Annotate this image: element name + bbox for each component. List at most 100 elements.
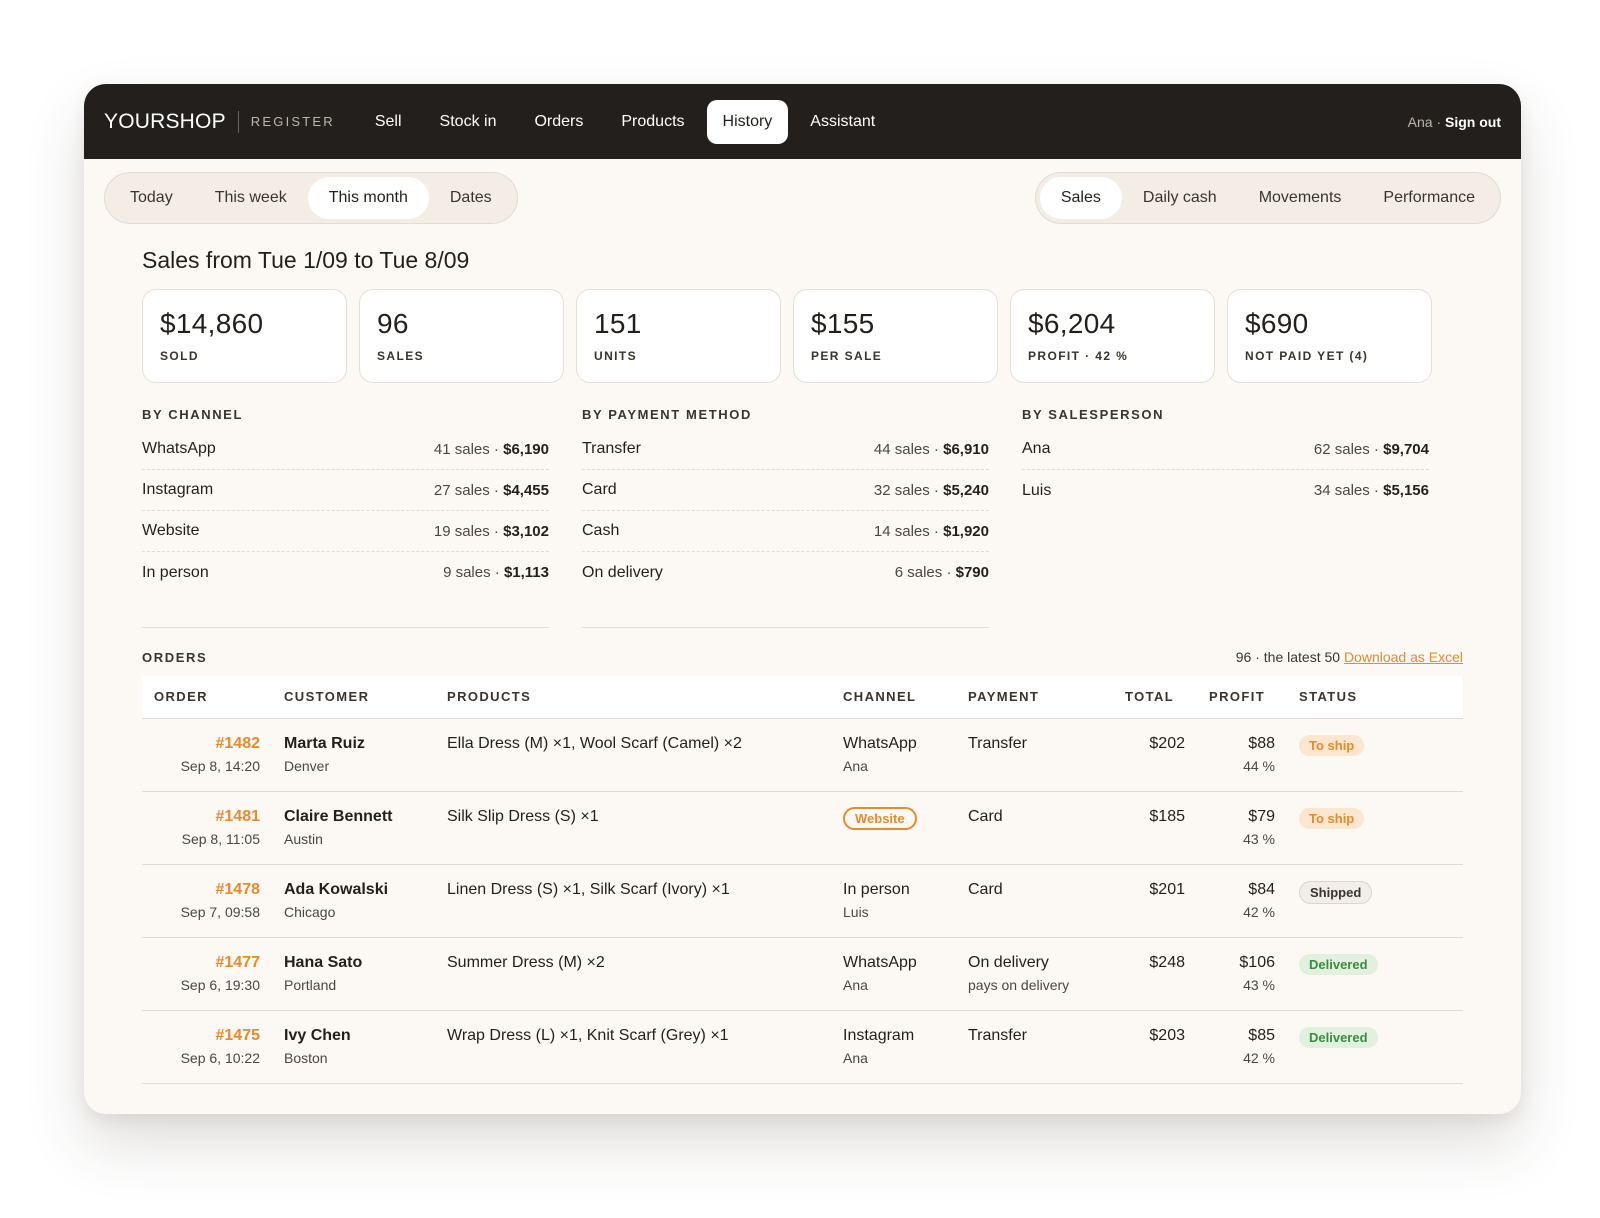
products-cell: Ella Dress (M) ×1, Wool Scarf (Camel) ×2 xyxy=(435,718,831,792)
profit-cell: $88 44 % xyxy=(1197,718,1287,792)
item-name: WhatsApp xyxy=(142,440,216,457)
card-sales: 96 SALES xyxy=(359,289,564,383)
period-dates[interactable]: Dates xyxy=(449,189,492,206)
col-total[interactable]: TOTAL xyxy=(1113,676,1197,719)
list-item: Cash 14 sales · $1,920 xyxy=(582,511,989,552)
table-row[interactable]: #1482 Sep 8, 14:20 Marta Ruiz Denver Ell… xyxy=(142,718,1463,792)
list-item: Ana 62 sales · $9,704 xyxy=(1022,429,1429,470)
list-item: Website 19 sales · $3,102 xyxy=(142,511,549,552)
download-excel-link[interactable]: Download as Excel xyxy=(1343,649,1463,665)
payment-cell: Transfer xyxy=(956,718,1113,792)
status-cell: Shipped xyxy=(1287,864,1463,938)
payment-note: pays on delivery xyxy=(968,976,1070,993)
item-name: Website xyxy=(142,522,200,539)
item-value: 34 sales · $5,156 xyxy=(1314,482,1429,499)
item-value: 6 sales · $790 xyxy=(895,564,989,581)
card-label: NOT PAID YET (4) xyxy=(1245,349,1369,363)
view-daily-cash[interactable]: Daily cash xyxy=(1142,189,1217,206)
payment-cell: Card xyxy=(956,791,1113,865)
total-cell: $185 xyxy=(1113,791,1197,865)
breakdown-title: BY SALESPERSON xyxy=(1022,407,1165,422)
channel-name: WhatsApp xyxy=(843,734,917,752)
profit-amount: $106 xyxy=(1239,953,1275,971)
customer-name: Hana Sato xyxy=(284,953,363,971)
status-badge: Shipped xyxy=(1299,880,1373,904)
item-count: 6 sales · xyxy=(894,564,952,581)
main-nav: Sell Stock in Orders Products History As… xyxy=(359,99,891,144)
nav-history[interactable]: History xyxy=(706,99,789,144)
nav-stock-in[interactable]: Stock in xyxy=(439,112,497,130)
item-amount: $6,190 xyxy=(503,440,549,458)
order-number-link[interactable]: #1475 xyxy=(215,1026,261,1044)
profit-margin: 44 % xyxy=(1243,757,1275,774)
customer-cell: Marta Ruiz Denver xyxy=(272,718,435,792)
customer-city: Denver xyxy=(284,757,330,774)
period-selector: Today This week This month Dates xyxy=(104,172,518,224)
item-count: 32 sales · xyxy=(873,481,939,499)
breakdowns: BY CHANNEL WhatsApp 41 sales · $6,190 In… xyxy=(142,407,1463,628)
period-this-month[interactable]: This month xyxy=(307,177,429,219)
customer-name: Marta Ruiz xyxy=(284,734,365,752)
orders-table: ORDER CUSTOMER PRODUCTS CHANNEL PAYMENT … xyxy=(142,676,1463,1084)
breakdown-title: BY CHANNEL xyxy=(142,407,243,422)
breakdown-by-salesperson: BY SALESPERSON Ana 62 sales · $9,704 Lui… xyxy=(1022,407,1429,628)
nav-assistant[interactable]: Assistant xyxy=(810,112,876,130)
customer-cell: Hana Sato Portland xyxy=(272,937,435,1011)
col-products[interactable]: PRODUCTS xyxy=(435,676,831,719)
period-this-week[interactable]: This week xyxy=(214,189,287,206)
nav-orders[interactable]: Orders xyxy=(534,112,584,130)
brand-logo[interactable]: YOURSHOP xyxy=(104,109,226,133)
table-row[interactable]: #1478 Sep 7, 09:58 Ada Kowalski Chicago … xyxy=(142,864,1463,938)
item-name: On delivery xyxy=(582,563,663,581)
col-channel[interactable]: CHANNEL xyxy=(831,676,956,719)
view-sales[interactable]: Sales xyxy=(1039,177,1122,219)
app-window: YOURSHOP REGISTER Sell Stock in Orders P… xyxy=(84,84,1521,1114)
item-amount: $1,113 xyxy=(503,564,549,581)
channel-cell: WhatsApp Ana xyxy=(831,937,956,1011)
card-value: 151 xyxy=(594,308,642,339)
summary-cards: $14,860 SOLD 96 SALES 151 UNITS $155 PER… xyxy=(142,289,1463,383)
breakdown-by-payment: BY PAYMENT METHOD Transfer 44 sales · $6… xyxy=(582,407,989,628)
item-amount: $4,455 xyxy=(503,481,549,499)
col-status[interactable]: STATUS xyxy=(1287,676,1463,719)
brand-divider xyxy=(237,110,239,133)
channel-cell: Instagram Ana xyxy=(831,1010,956,1084)
total-cell: $248 xyxy=(1113,937,1197,1011)
order-cell: #1478 Sep 7, 09:58 xyxy=(142,864,272,938)
profit-cell: $79 43 % xyxy=(1197,791,1287,865)
item-amount: $3,102 xyxy=(503,522,549,540)
col-payment[interactable]: PAYMENT xyxy=(956,676,1113,719)
order-number-link[interactable]: #1477 xyxy=(215,953,261,971)
orders-count: 96 · the latest 50 xyxy=(1235,649,1341,665)
nav-sell[interactable]: Sell xyxy=(374,112,402,130)
view-movements[interactable]: Movements xyxy=(1258,189,1342,206)
item-amount: $5,240 xyxy=(943,481,989,499)
col-order[interactable]: ORDER xyxy=(142,676,272,719)
table-row[interactable]: #1475 Sep 6, 10:22 Ivy Chen Boston Wrap … xyxy=(142,1010,1463,1084)
col-customer[interactable]: CUSTOMER xyxy=(272,676,435,719)
table-row[interactable]: #1477 Sep 6, 19:30 Hana Sato Portland Su… xyxy=(142,937,1463,1011)
customer-cell: Claire Bennett Austin xyxy=(272,791,435,865)
item-value: 41 sales · $6,190 xyxy=(434,441,549,458)
salesperson-name: Ana xyxy=(843,757,868,774)
item-count: 9 sales · xyxy=(443,564,500,581)
item-count: 44 sales · xyxy=(873,440,939,458)
nav-products[interactable]: Products xyxy=(621,112,685,130)
order-number-link[interactable]: #1478 xyxy=(215,880,261,898)
total-cell: $203 xyxy=(1113,1010,1197,1084)
profit-amount: $84 xyxy=(1248,880,1275,898)
col-profit[interactable]: PROFIT xyxy=(1197,676,1287,719)
sign-out-link[interactable]: Sign out xyxy=(1445,113,1501,130)
item-count: 19 sales · xyxy=(433,522,499,540)
list-item: Luis 34 sales · $5,156 xyxy=(1022,470,1429,511)
profit-amount: $79 xyxy=(1248,807,1275,825)
view-performance[interactable]: Performance xyxy=(1383,189,1475,206)
order-number-link[interactable]: #1481 xyxy=(215,807,261,825)
table-row[interactable]: #1481 Sep 8, 11:05 Claire Bennett Austin… xyxy=(142,791,1463,865)
card-value: 96 xyxy=(377,308,409,339)
period-today[interactable]: Today xyxy=(130,189,173,206)
status-cell: Delivered xyxy=(1287,937,1463,1011)
user-name: Ana · xyxy=(1407,113,1442,130)
order-number-link[interactable]: #1482 xyxy=(215,734,261,752)
card-value: $6,204 xyxy=(1028,308,1116,339)
